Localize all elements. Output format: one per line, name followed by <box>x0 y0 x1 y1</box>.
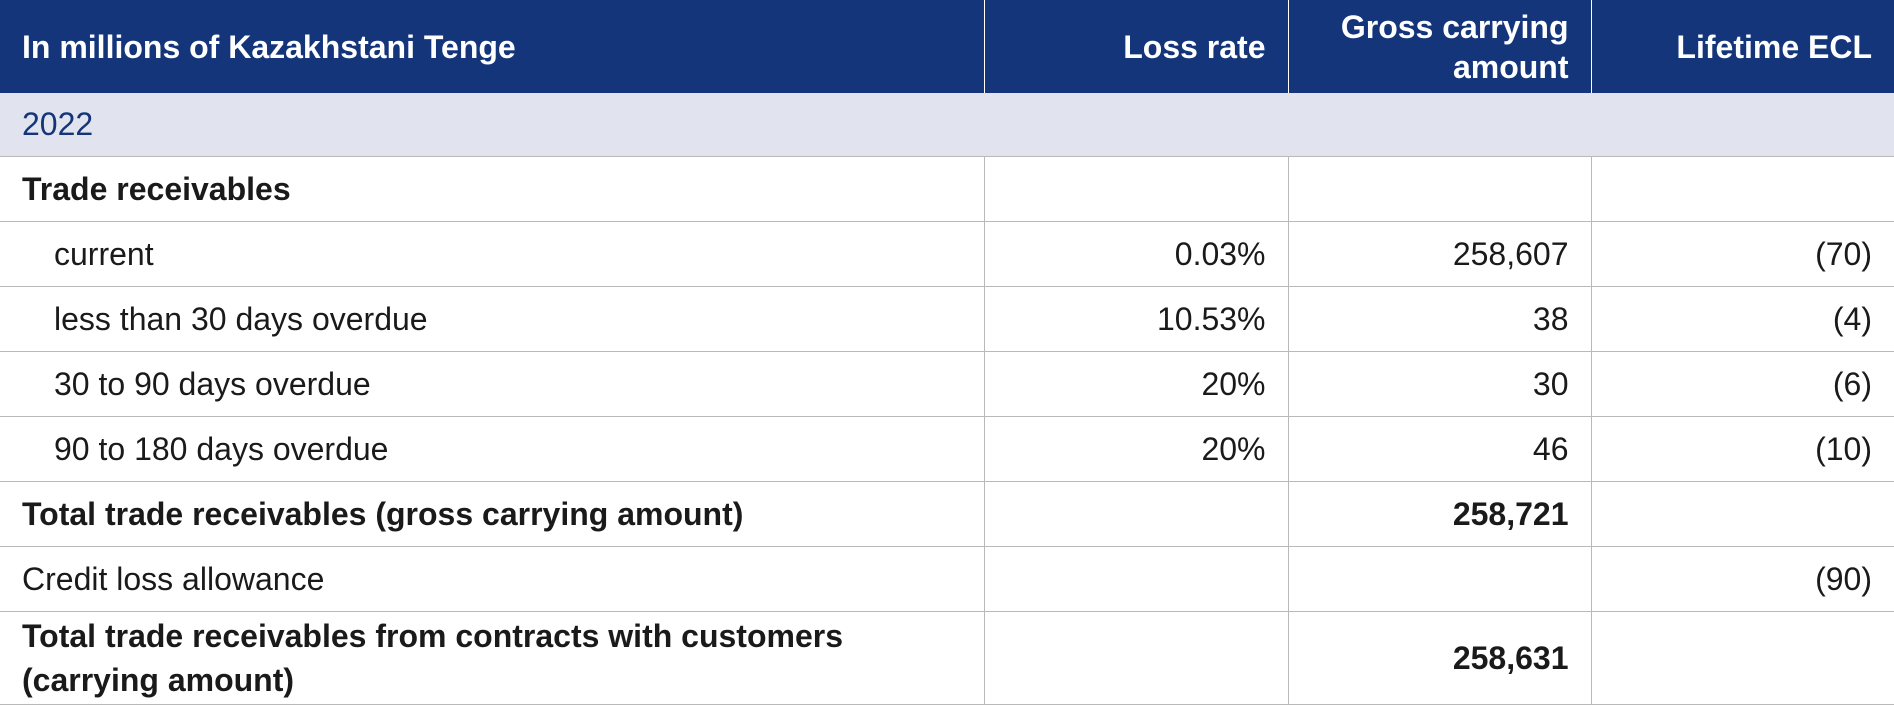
gross-amount-cell: 46 <box>1287 416 1591 482</box>
empty-cell <box>983 546 1288 612</box>
total-carrying-label: Total trade receivables from contracts w… <box>0 611 984 705</box>
total-gross-row: Total trade receivables (gross carrying … <box>0 481 1894 547</box>
row-label: less than 30 days overdue <box>0 286 984 352</box>
gross-amount-cell: 38 <box>1287 286 1591 352</box>
header-loss-rate: Loss rate <box>983 0 1288 93</box>
total-gross-value: 258,721 <box>1287 481 1591 547</box>
gross-amount-cell: 30 <box>1287 351 1591 417</box>
ecl-cell: (6) <box>1590 351 1894 417</box>
header-gross-carrying-amount: Gross carrying amount <box>1287 0 1591 93</box>
row-label: current <box>0 221 984 287</box>
empty-cell <box>1287 156 1591 222</box>
total-carrying-row: Total trade receivables from contracts w… <box>0 611 1894 705</box>
empty-cell <box>983 481 1288 547</box>
ecl-cell: (70) <box>1590 221 1894 287</box>
header-lifetime-ecl: Lifetime ECL <box>1590 0 1894 93</box>
allowance-label: Credit loss allowance <box>0 546 984 612</box>
empty-cell <box>1590 156 1894 222</box>
ecl-cell: (10) <box>1590 416 1894 482</box>
loss-rate-cell: 20% <box>983 416 1288 482</box>
table-row: less than 30 days overdue 10.53% 38 (4) <box>0 286 1894 352</box>
total-carrying-value: 258,631 <box>1287 611 1591 705</box>
allowance-ecl-value: (90) <box>1590 546 1894 612</box>
header-gross-line2: amount <box>1452 48 1569 85</box>
year-row: 2022 <box>0 93 1894 157</box>
table-row: 30 to 90 days overdue 20% 30 (6) <box>0 351 1894 417</box>
table-header-row: In millions of Kazakhstani Tenge Loss ra… <box>0 0 1894 93</box>
section-title: Trade receivables <box>0 156 984 222</box>
empty-cell <box>1287 546 1591 612</box>
empty-cell <box>983 611 1288 705</box>
header-description: In millions of Kazakhstani Tenge <box>0 0 984 93</box>
allowance-row: Credit loss allowance (90) <box>0 546 1894 612</box>
row-label: 30 to 90 days overdue <box>0 351 984 417</box>
year-label: 2022 <box>0 93 1894 157</box>
loss-rate-cell: 0.03% <box>983 221 1288 287</box>
empty-cell <box>1590 481 1894 547</box>
empty-cell <box>983 156 1288 222</box>
total-gross-label: Total trade receivables (gross carrying … <box>0 481 984 547</box>
loss-rate-cell: 10.53% <box>983 286 1288 352</box>
section-row: Trade receivables <box>0 156 1894 222</box>
empty-cell <box>1590 611 1894 705</box>
table-row: current 0.03% 258,607 (70) <box>0 221 1894 287</box>
loss-rate-cell: 20% <box>983 351 1288 417</box>
total-carrying-label-line1: Total trade receivables from contracts w… <box>22 618 843 654</box>
ecl-cell: (4) <box>1590 286 1894 352</box>
row-label: 90 to 180 days overdue <box>0 416 984 482</box>
table-row: 90 to 180 days overdue 20% 46 (10) <box>0 416 1894 482</box>
header-gross-line1: Gross carrying <box>1340 8 1569 45</box>
gross-amount-cell: 258,607 <box>1287 221 1591 287</box>
total-carrying-label-line2: (carrying amount) <box>22 662 295 698</box>
